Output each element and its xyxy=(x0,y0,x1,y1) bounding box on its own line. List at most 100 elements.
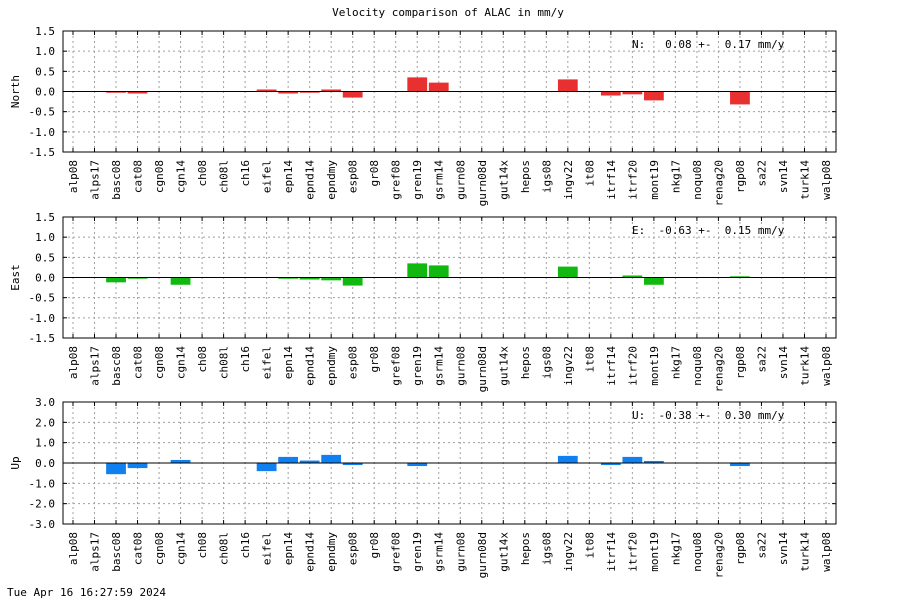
x-tick-label: ch16 xyxy=(239,532,252,559)
x-tick-label: gut14x xyxy=(497,346,510,386)
y-tick-label: 0.0 xyxy=(35,86,55,99)
x-tick-label: epndmy xyxy=(325,346,338,386)
x-tick-label: svn14 xyxy=(777,532,790,565)
x-tick-label: turk14 xyxy=(798,346,811,386)
stat-annotation: U: -0.38 +- 0.30 mm/y xyxy=(632,409,785,422)
x-tick-label: gurn08 xyxy=(454,160,467,200)
panel-north: 1.5 1.0 0.5 0.0 -0.5 -1.0 -1.5 alp08 alps17 basc0… xyxy=(9,25,837,206)
bar-ingv22 xyxy=(557,455,578,463)
x-tick-label: gren19 xyxy=(411,346,424,386)
bar-itrf20 xyxy=(622,275,643,278)
x-tick-label: cgn08 xyxy=(153,160,166,193)
bar-cat08 xyxy=(127,277,148,279)
x-tick-label: epn14 xyxy=(282,160,295,193)
x-tick-label: igs08 xyxy=(540,346,553,379)
bar-ingv22 xyxy=(557,79,578,92)
y-tick-label: 0.5 xyxy=(35,251,55,264)
x-tick-label: epnd14 xyxy=(304,532,317,572)
x-tick-label: gsrm14 xyxy=(433,160,446,200)
x-tick-label: eifel xyxy=(261,532,274,565)
bar-epndmy xyxy=(321,454,342,463)
bar-itrf20 xyxy=(622,91,643,95)
x-tick-label: gref08 xyxy=(390,160,403,200)
x-tick-label: ingv22 xyxy=(562,532,575,572)
bar-basc08 xyxy=(106,91,126,93)
y-tick-label: 1.0 xyxy=(35,45,55,58)
bar-rgp08 xyxy=(730,276,750,278)
y-axis-label: North xyxy=(9,75,22,108)
y-tick-label: -1.0 xyxy=(29,126,56,139)
x-tick-label: eifel xyxy=(261,346,274,379)
x-tick-label: rgp08 xyxy=(734,160,747,193)
x-tick-label: cgn08 xyxy=(153,532,166,565)
x-tick-label: svn14 xyxy=(777,160,790,193)
y-axis-label: East xyxy=(9,264,22,291)
x-tick-label: basc08 xyxy=(110,346,123,386)
x-tick-label: noqu08 xyxy=(691,160,704,200)
bar-eifel xyxy=(256,463,277,472)
x-tick-label: gurn08d xyxy=(476,160,489,206)
x-tick-label: basc08 xyxy=(110,532,123,572)
x-tick-label: ch08 xyxy=(196,346,209,373)
y-tick-label: 1.5 xyxy=(35,25,55,38)
x-tick-label: walp08 xyxy=(820,532,833,572)
y-tick-label: 1.0 xyxy=(35,231,55,244)
x-tick-label: alps17 xyxy=(89,346,102,386)
bar-gsrm14 xyxy=(428,82,449,92)
x-tick-label: cgn14 xyxy=(175,532,188,565)
x-tick-label: gr08 xyxy=(368,346,381,373)
stat-annotation: N: 0.08 +- 0.17 mm/y xyxy=(632,38,785,51)
bar-rgp08 xyxy=(730,91,750,105)
x-tick-label: epn14 xyxy=(282,346,295,379)
x-tick-label: hepos xyxy=(519,532,532,565)
x-tick-label: hepos xyxy=(519,160,532,193)
x-tick-label: gr08 xyxy=(368,160,381,187)
x-tick-label: gr08 xyxy=(368,532,381,559)
x-tick-label: gref08 xyxy=(390,532,403,572)
x-tick-label: ch08l xyxy=(218,160,231,193)
timestamp: Tue Apr 16 16:27:59 2024 xyxy=(7,586,166,599)
bar-itrf20 xyxy=(622,456,643,463)
y-tick-label: 1.0 xyxy=(35,437,55,450)
y-tick-label: -1.5 xyxy=(29,146,56,159)
y-tick-label: -0.5 xyxy=(29,292,56,305)
x-tick-label: ch16 xyxy=(239,160,252,187)
x-tick-label: itrf14 xyxy=(605,532,618,572)
x-tick-label: nkg17 xyxy=(669,160,682,193)
y-tick-label: -1.5 xyxy=(29,332,56,345)
x-tick-label: sa22 xyxy=(755,160,768,187)
x-tick-label: alps17 xyxy=(89,160,102,200)
x-tick-label: cat08 xyxy=(132,532,145,565)
x-tick-label: svn14 xyxy=(777,346,790,379)
x-tick-label: mont19 xyxy=(648,346,661,386)
x-tick-label: epnd14 xyxy=(304,346,317,386)
x-tick-label: renag20 xyxy=(712,532,725,578)
bar-esp08 xyxy=(342,463,363,466)
x-tick-label: itrf20 xyxy=(626,346,639,386)
x-tick-label: turk14 xyxy=(798,532,811,572)
y-tick-label: -1.0 xyxy=(29,312,56,325)
x-tick-label: gurn08 xyxy=(454,532,467,572)
bar-epn14 xyxy=(278,456,299,463)
bar-itrf14 xyxy=(600,463,621,466)
bar-epnd14 xyxy=(299,277,320,280)
bar-mont19 xyxy=(643,460,664,463)
x-tick-label: ch08l xyxy=(218,346,231,379)
x-tick-label: it08 xyxy=(583,160,596,187)
bar-gren19 xyxy=(407,263,428,278)
bar-epn14 xyxy=(278,91,299,94)
bar-cat08 xyxy=(127,91,148,94)
x-tick-label: ingv22 xyxy=(562,160,575,200)
x-tick-label: it08 xyxy=(583,346,596,373)
x-tick-label: alp08 xyxy=(67,346,80,379)
bar-gren19 xyxy=(407,463,428,467)
x-tick-label: eifel xyxy=(261,160,274,193)
x-tick-label: cat08 xyxy=(132,346,145,379)
x-tick-label: ch08l xyxy=(218,532,231,565)
x-tick-label: noqu08 xyxy=(691,346,704,386)
x-tick-label: alp08 xyxy=(67,160,80,193)
x-tick-label: cgn14 xyxy=(175,160,188,193)
x-tick-label: nkg17 xyxy=(669,532,682,565)
x-tick-label: basc08 xyxy=(110,160,123,200)
